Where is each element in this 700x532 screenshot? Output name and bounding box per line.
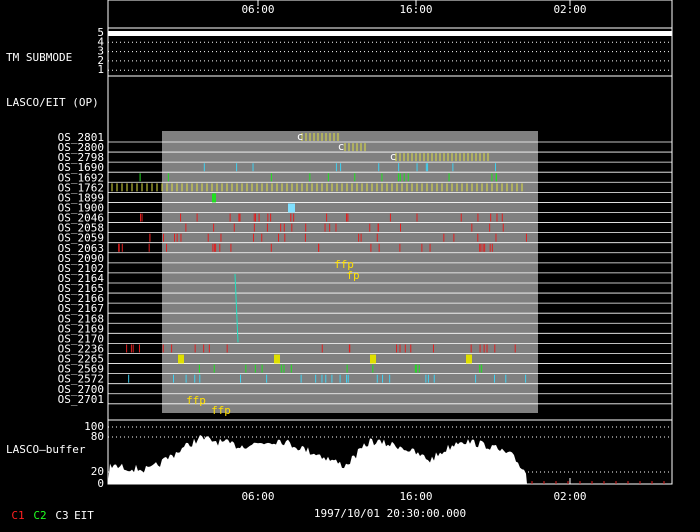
row-label: OS_2164 [58,272,105,285]
submode-level: 3 [97,45,104,58]
buffer-level: 100 [84,420,104,433]
row-label: OS_2058 [58,222,104,235]
legend-entry: C2 [33,509,46,522]
submode-label: TM SUBMODE [6,51,72,64]
submode-bar [108,31,672,36]
row-label: OS_2798 [58,151,104,164]
row-label: OS_2700 [58,383,104,396]
row-label: OS_1762 [58,181,104,194]
row-label: OS_2059 [58,232,104,245]
row-label: OS_2701 [58,393,104,406]
legend-entry: C3 [55,509,68,522]
buffer-label: LASCO—buffer [6,443,86,456]
buffer-level: 80 [91,430,104,443]
row-label: OS_1690 [58,161,104,174]
time-label: 02:00 [553,490,586,503]
row-label: OS_2569 [58,363,104,376]
schedule-block [178,354,184,364]
legend-entry: C1 [11,509,24,522]
row-label: OS_2800 [58,141,104,154]
legend-entry: EIT [74,509,94,522]
annotation: c [297,130,304,143]
row-label: OS_2801 [58,131,104,144]
row-label: OS_2265 [58,353,104,366]
buffer-level: 20 [91,465,104,478]
schedule-tick [234,273,239,343]
annotation: ffp [211,404,231,417]
schedule-block [212,193,216,203]
annotation: fp [346,269,359,282]
submode-level: 1 [97,63,104,76]
row-label: OS_2166 [58,292,104,305]
row-label: OS_2169 [58,322,104,335]
row-label: OS_1692 [58,171,104,184]
row-label: OS_1899 [58,191,104,204]
row-label: OS_2102 [58,262,104,275]
submode-level: 4 [97,35,104,48]
time-label: 02:00 [553,3,586,16]
schedule-block [288,203,295,213]
submode-level: 2 [97,54,104,67]
row-label: OS_2236 [58,342,104,355]
schedule-block [466,354,472,364]
row-label: OS_1900 [58,201,104,214]
timestamp: 1997/10/01 20:30:00.000 [314,507,466,520]
annotation: ffp [334,258,354,271]
time-label: 16:00 [399,490,432,503]
annotation: c [338,140,345,153]
section-title: LASCO/EIT (OP) [6,96,99,109]
time-label: 06:00 [241,490,274,503]
row-label: OS_2168 [58,312,104,325]
row-label: OS_2090 [58,252,104,265]
row-label: OS_2063 [58,242,104,255]
submode-level: 5 [97,26,104,39]
row-label: OS_2572 [58,373,104,386]
time-label: 06:00 [241,3,274,16]
schedule-block [274,354,280,364]
row-label: OS_2167 [58,302,104,315]
annotation: c [390,150,397,163]
row-label: OS_2046 [58,212,104,225]
buffer-level: 0 [97,477,104,490]
annotation: ffp [186,394,206,407]
buffer-fill [108,435,527,484]
shaded-window [162,131,538,413]
row-label: OS_2165 [58,282,104,295]
row-label: OS_2170 [58,332,104,345]
schedule-block [370,354,376,364]
time-label: 16:00 [399,3,432,16]
